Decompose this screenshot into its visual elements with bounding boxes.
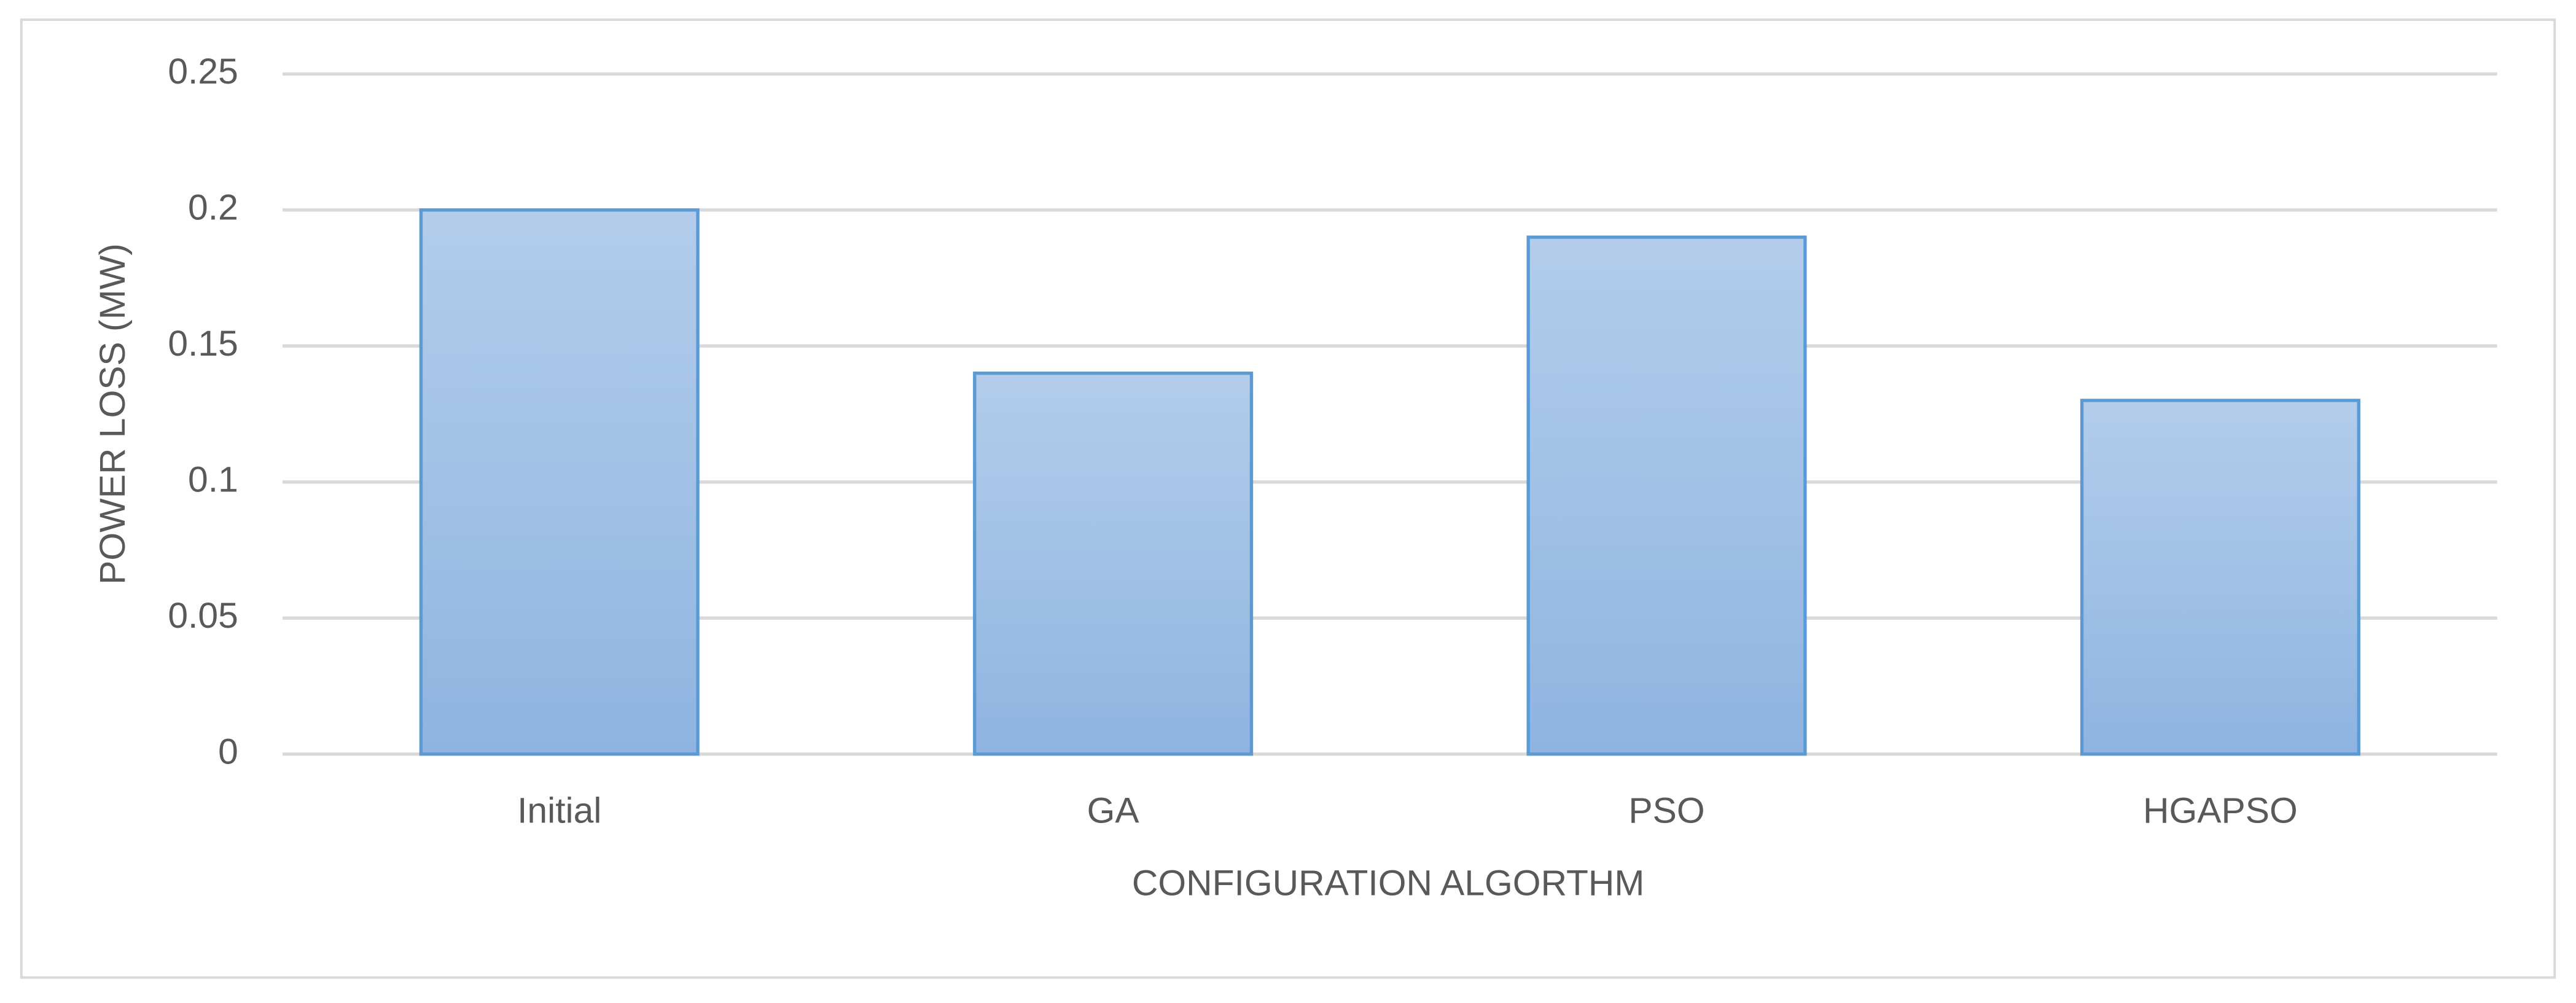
y-tick-label: 0.25 <box>168 52 238 92</box>
y-axis-title: POWER LOSS (MW) <box>93 243 133 585</box>
y-tick-label: 0.05 <box>168 596 238 636</box>
x-tick-label: HGAPSO <box>2143 791 2298 831</box>
bar <box>973 371 1254 756</box>
bar <box>1526 235 1807 756</box>
x-axis-title: CONFIGURATION ALGORTHM <box>1132 863 1645 903</box>
bar <box>2080 399 2360 756</box>
y-tick-label: 0.15 <box>168 324 238 364</box>
y-tick-label: 0 <box>218 732 238 771</box>
x-tick-label: PSO <box>1628 791 1704 831</box>
x-tick-label: GA <box>1087 791 1140 831</box>
bar <box>419 208 700 756</box>
y-tick-label: 0.2 <box>188 187 238 227</box>
y-tick-label: 0.1 <box>188 459 238 499</box>
x-tick-label: Initial <box>517 791 601 831</box>
